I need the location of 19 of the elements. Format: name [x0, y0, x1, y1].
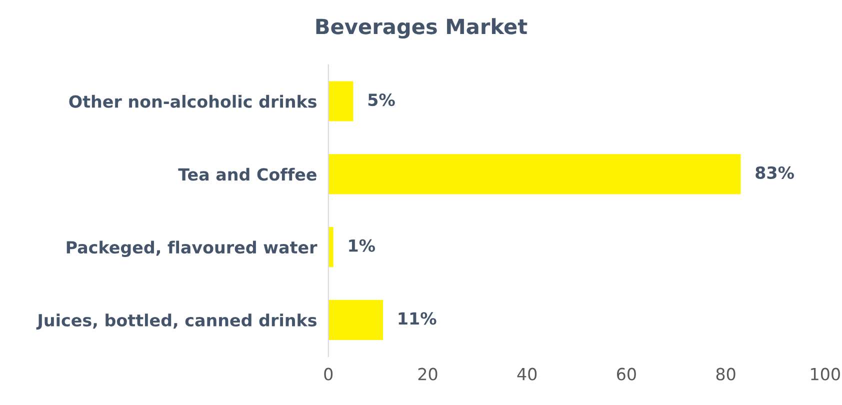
y-tick-label: Other non-alcoholic drinks	[69, 94, 316, 108]
y-tick-label: Packeged, flavoured water	[66, 240, 318, 257]
data-label: 1%	[349, 239, 376, 252]
chart-title: Beverages Market	[316, 18, 528, 39]
x-tick-label: 20	[418, 368, 438, 380]
data-label: 5%	[368, 93, 395, 106]
data-label: 11%	[398, 312, 436, 325]
y-tick-label: Tea and Coffee	[178, 168, 316, 181]
bar	[328, 300, 384, 340]
x-tick-label: 80	[716, 368, 736, 380]
x-tick-label: 100	[811, 368, 840, 380]
y-tick-label: Juices, bottled, canned drinks	[36, 314, 316, 330]
bar	[328, 81, 354, 122]
x-tick-label: 60	[617, 368, 636, 380]
bar	[328, 154, 741, 194]
x-tick-label: 0	[324, 368, 333, 380]
x-tick-label: 40	[517, 368, 537, 380]
data-label: 83%	[756, 166, 794, 179]
bar	[328, 227, 334, 268]
